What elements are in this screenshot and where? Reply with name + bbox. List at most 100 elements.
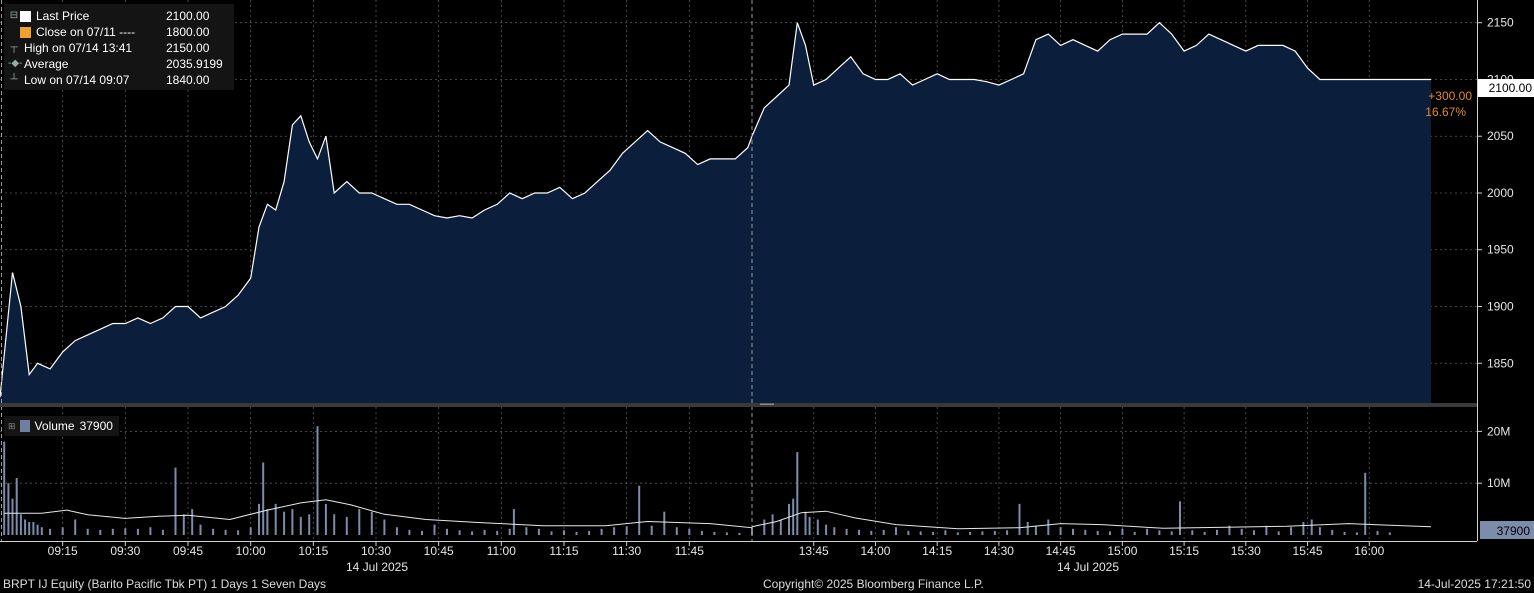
high-marker-icon: ┬ <box>10 42 18 53</box>
volume-bar <box>895 527 897 535</box>
volume-bar <box>956 532 959 535</box>
volume-bar <box>333 514 336 535</box>
volume-legend[interactable]: ⊞ Volume 37900 <box>4 416 119 436</box>
volume-bar <box>537 528 540 535</box>
time-tick-label: 13:45 <box>799 544 829 558</box>
volume-bar <box>32 522 35 535</box>
volume-bar <box>771 514 774 535</box>
legend-value: 1800.00 <box>166 25 210 39</box>
time-tick-label: 15:15 <box>1169 544 1199 558</box>
volume-bar <box>61 527 64 535</box>
legend-label: High on 07/14 13:41 <box>24 41 133 55</box>
price-tick-label: 1850 <box>1487 356 1514 370</box>
volume-bar <box>993 530 996 535</box>
volume-bar <box>1265 525 1268 535</box>
volume-bar <box>788 503 790 535</box>
volume-bar <box>1253 530 1255 535</box>
legend-close[interactable]: Close on 07/11 ---- 1800.00 <box>8 24 230 40</box>
collapse-toggle-icon[interactable]: ⊞ <box>8 420 16 431</box>
volume-bar <box>149 527 152 535</box>
volume-bar <box>1240 528 1243 535</box>
volume-bar <box>1376 530 1379 535</box>
volume-bar <box>1146 528 1149 535</box>
volume-bar <box>1203 531 1206 535</box>
volume-bar <box>600 528 603 535</box>
date-label-session-2: 14 Jul 2025 <box>1057 560 1119 574</box>
last-price-tag: 2100.00 <box>1478 79 1534 97</box>
volume-bar <box>969 531 972 535</box>
price-area <box>0 22 1431 403</box>
volume-bar <box>471 531 474 535</box>
volume-bar <box>182 514 185 535</box>
volume-bar <box>1072 528 1074 535</box>
price-tick-label: 2050 <box>1487 129 1514 143</box>
volume-bar <box>308 514 311 535</box>
time-tick-label: 11:00 <box>487 544 516 558</box>
volume-bar <box>1109 531 1111 535</box>
volume-bar <box>625 526 628 535</box>
volume-bar <box>825 524 828 535</box>
legend-low[interactable]: ┴ Low on 07/14 09:07 1840.00 <box>8 72 230 88</box>
legend-value: 2100.00 <box>166 9 210 23</box>
volume-average-line <box>4 499 1432 530</box>
volume-bar <box>136 528 139 535</box>
volume-bar <box>408 529 411 535</box>
volume-bar <box>111 528 114 535</box>
legend-average[interactable]: -◆- Average 2035.9199 <box>8 56 230 72</box>
volume-bar <box>700 530 703 535</box>
time-tick-label: 15:30 <box>1231 544 1261 558</box>
volume-bar <box>932 531 935 535</box>
volume-bar <box>1170 531 1173 535</box>
volume-bar <box>1084 529 1087 535</box>
volume-bar <box>249 527 252 535</box>
last-price-tag-text: 2100.00 <box>1489 81 1533 95</box>
volume-bar <box>358 509 361 535</box>
volume-bar <box>1277 531 1280 535</box>
price-axis: 1850190019502000205021002150 <box>1477 16 1514 370</box>
legend-last-price[interactable]: ⊟ Last Price 2100.00 <box>8 8 230 24</box>
volume-bar <box>588 530 591 535</box>
volume-axis: 10M 20M <box>1477 424 1510 490</box>
price-legend: ⊟ Last Price 2100.00 Close on 07/11 ----… <box>4 4 234 90</box>
volume-bar <box>816 519 819 535</box>
time-tick-label: 09:30 <box>110 544 140 558</box>
volume-bar <box>508 528 511 535</box>
time-tick-label: 14:30 <box>984 544 1014 558</box>
last-volume-tag-text: 37900 <box>1497 524 1531 538</box>
legend-value: 1840.00 <box>166 73 210 87</box>
volume-bar <box>316 426 319 535</box>
volume-bar <box>1018 503 1021 535</box>
time-tick-label: 11:45 <box>675 544 704 558</box>
volume-legend-value: 37900 <box>79 419 113 433</box>
time-tick-label: 09:45 <box>173 544 203 558</box>
legend-value: 2150.00 <box>166 41 210 55</box>
volume-bar <box>1096 530 1099 535</box>
time-tick-label: 10:45 <box>424 544 454 558</box>
legend-high[interactable]: ┬ High on 07/14 13:41 2150.00 <box>8 40 230 56</box>
white-square-icon <box>20 10 31 22</box>
volume-bar <box>650 525 653 535</box>
time-tick-label: 09:15 <box>48 544 78 558</box>
volume-bar <box>1318 527 1321 535</box>
volume-swatch-icon <box>19 420 30 432</box>
volume-bar <box>575 531 578 535</box>
volume-bar <box>1388 532 1391 535</box>
volume-bar <box>981 531 984 535</box>
collapse-toggle-icon[interactable]: ⊟ <box>9 10 19 21</box>
volume-bar <box>858 529 860 535</box>
volume-bar <box>1026 522 1029 535</box>
volume-bar <box>512 509 515 535</box>
price-tick-label: 2000 <box>1487 186 1514 200</box>
volume-bar <box>266 509 269 535</box>
volume-bar <box>725 532 728 535</box>
volume-bar <box>274 503 277 535</box>
time-tick-label: 16:00 <box>1354 544 1384 558</box>
volume-bar <box>796 452 799 535</box>
volume-bar <box>713 531 716 535</box>
time-tick-label: 11:30 <box>612 544 641 558</box>
price-tick-label: 1950 <box>1487 243 1514 257</box>
volume-bar <box>237 530 240 535</box>
volume-bar <box>613 527 616 535</box>
volume-bar <box>638 485 641 535</box>
volume-bar <box>663 511 666 535</box>
